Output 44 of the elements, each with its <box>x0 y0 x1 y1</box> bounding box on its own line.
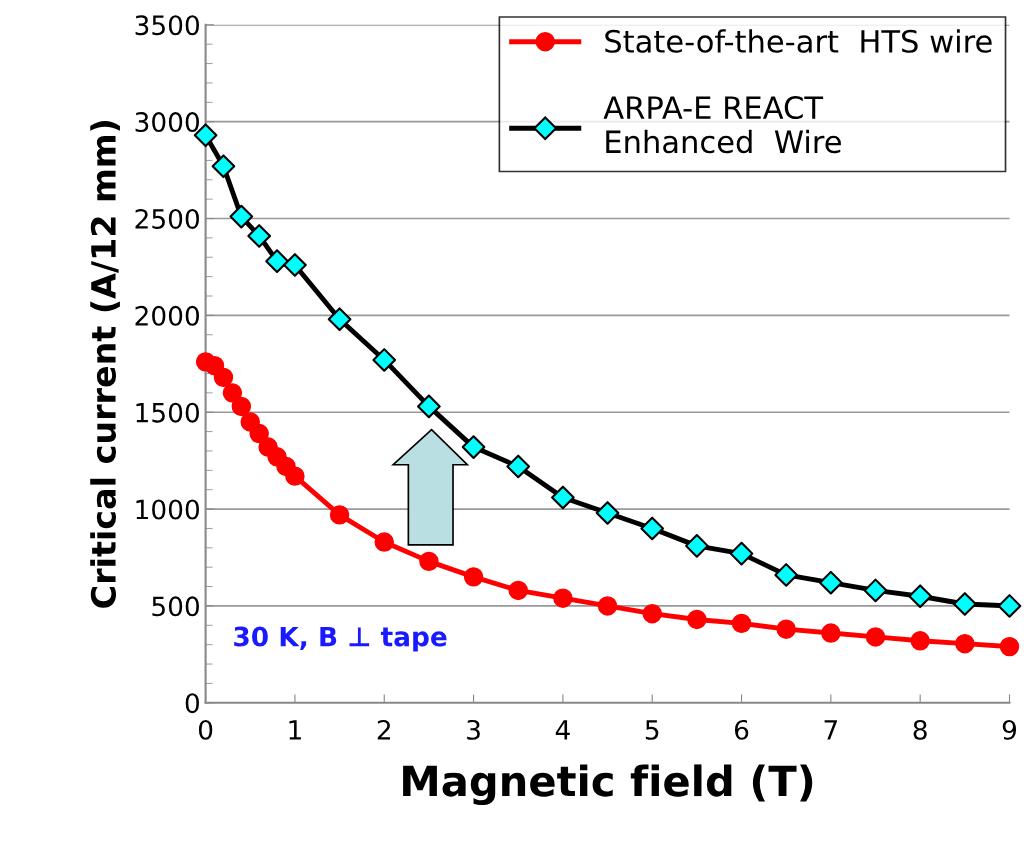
point <box>222 383 243 403</box>
point <box>249 423 269 444</box>
x-tick-label: 0 <box>198 719 213 740</box>
x-tick-label: 9 <box>1002 719 1017 740</box>
point <box>231 396 252 417</box>
y-tick-label: 2500 <box>135 208 199 229</box>
y-axis-title: Critical current (A/12 mm) <box>90 121 120 608</box>
point <box>553 588 573 608</box>
y-tick-label: 500 <box>152 596 199 617</box>
x-tick-label: 2 <box>377 719 390 740</box>
y-tick-label: 1000 <box>136 499 199 520</box>
y-tick-label: 1500 <box>136 402 199 423</box>
point <box>597 596 618 616</box>
x-axis-title: Magnetic field (T) <box>403 764 813 806</box>
x-tick-label: 7 <box>824 720 837 740</box>
point <box>419 551 439 572</box>
annotation: 30 K, B ⊥ tape <box>234 626 447 652</box>
point <box>731 613 752 634</box>
point <box>821 623 841 643</box>
y-tick-label: 2000 <box>135 305 199 326</box>
point <box>687 609 707 630</box>
x-tick-label: 4 <box>555 720 570 740</box>
x-tick-label: 3 <box>467 719 480 740</box>
x-tick-label: 8 <box>913 719 927 740</box>
point <box>213 367 234 388</box>
point <box>642 603 662 624</box>
point <box>329 505 350 525</box>
point <box>910 631 930 651</box>
x-tick-label: 1 <box>289 720 301 740</box>
point <box>463 567 484 587</box>
point <box>508 580 528 601</box>
point <box>776 619 796 639</box>
x-tick-label: 5 <box>645 720 659 740</box>
point <box>955 633 975 654</box>
legend-label: ARPA-E REACT Enhanced Wire <box>603 95 841 154</box>
y-tick-label: 3500 <box>135 15 199 36</box>
point <box>285 466 305 486</box>
x-tick-label: 6 <box>734 719 749 740</box>
y-tick-label: 3000 <box>135 112 199 133</box>
legend-label: State-of-the-art HTS wire <box>605 29 992 53</box>
point <box>374 532 394 552</box>
point <box>865 627 886 647</box>
y-tick-label: 0 <box>185 693 199 714</box>
point <box>999 636 1020 657</box>
